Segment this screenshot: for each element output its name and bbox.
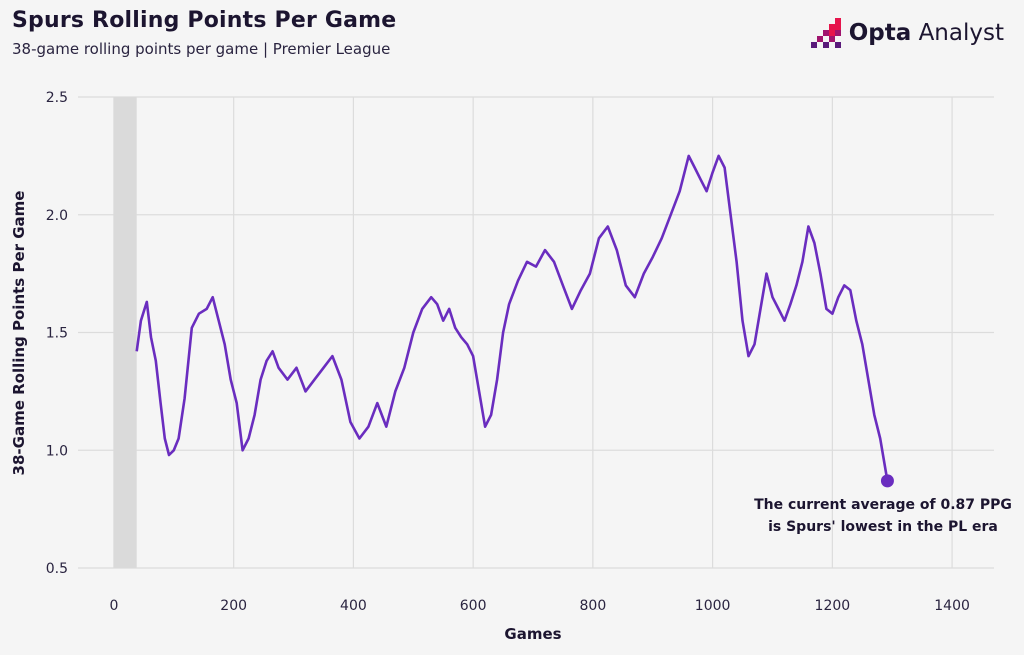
brand-name-bold: Opta: [848, 20, 912, 46]
shaded-region: [113, 97, 137, 568]
brand-name: Opta Analyst: [849, 20, 1004, 46]
tick-labels: 0.5 1.0 1.5 2.0 2.5 0 200 400 600 800 1000 1200 1400: [46, 90, 970, 614]
annotation-line-2: is Spurs' lowest in the PL era: [768, 519, 998, 535]
x-tick-label: 0: [109, 598, 118, 614]
page-subtitle: 38-game rolling points per game | Premie…: [12, 40, 391, 58]
y-tick-label: 2.0: [46, 208, 68, 224]
brand-logo: Opta Analyst: [809, 18, 1004, 48]
x-axis-title: Games: [504, 625, 561, 643]
series-line-group: [135, 154, 894, 488]
page-title: Spurs Rolling Points Per Game: [12, 8, 397, 33]
x-tick-label: 200: [220, 598, 247, 614]
y-tick-label: 0.5: [46, 561, 68, 577]
y-tick-label: 1.5: [46, 326, 68, 342]
current-point-marker: [880, 474, 894, 488]
x-tick-label: 1400: [934, 598, 970, 614]
y-tick-label: 2.5: [46, 90, 68, 106]
x-tick-label: 400: [340, 598, 367, 614]
series-line: [135, 154, 889, 482]
annotation-line-1: The current average of 0.87 PPG: [754, 497, 1012, 513]
shaded-area: [113, 97, 137, 568]
y-axis-title: 38-Game Rolling Points Per Game: [10, 191, 28, 476]
x-tick-label: 1200: [815, 598, 851, 614]
x-tick-label: 800: [580, 598, 607, 614]
brand-name-light: Analyst: [918, 20, 1004, 46]
x-tick-label: 600: [460, 598, 487, 614]
x-tick-label: 1000: [695, 598, 731, 614]
opta-pixel-logo-icon: [810, 18, 841, 48]
y-tick-label: 1.0: [46, 443, 68, 459]
